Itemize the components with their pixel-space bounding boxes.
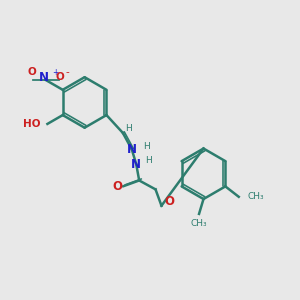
Text: CH₃: CH₃ bbox=[247, 192, 264, 201]
Text: HO: HO bbox=[23, 119, 41, 129]
Text: H: H bbox=[145, 156, 152, 165]
Text: O: O bbox=[164, 195, 174, 208]
Text: H: H bbox=[143, 142, 150, 151]
Text: N: N bbox=[127, 143, 137, 156]
Text: CH₃: CH₃ bbox=[191, 219, 207, 228]
Text: H: H bbox=[125, 124, 132, 133]
Text: N: N bbox=[131, 158, 141, 171]
Text: O: O bbox=[55, 72, 64, 82]
Text: +: + bbox=[52, 68, 59, 77]
Text: -: - bbox=[66, 67, 69, 77]
Text: O: O bbox=[28, 67, 36, 77]
Text: N: N bbox=[39, 71, 49, 84]
Text: O: O bbox=[112, 180, 122, 193]
